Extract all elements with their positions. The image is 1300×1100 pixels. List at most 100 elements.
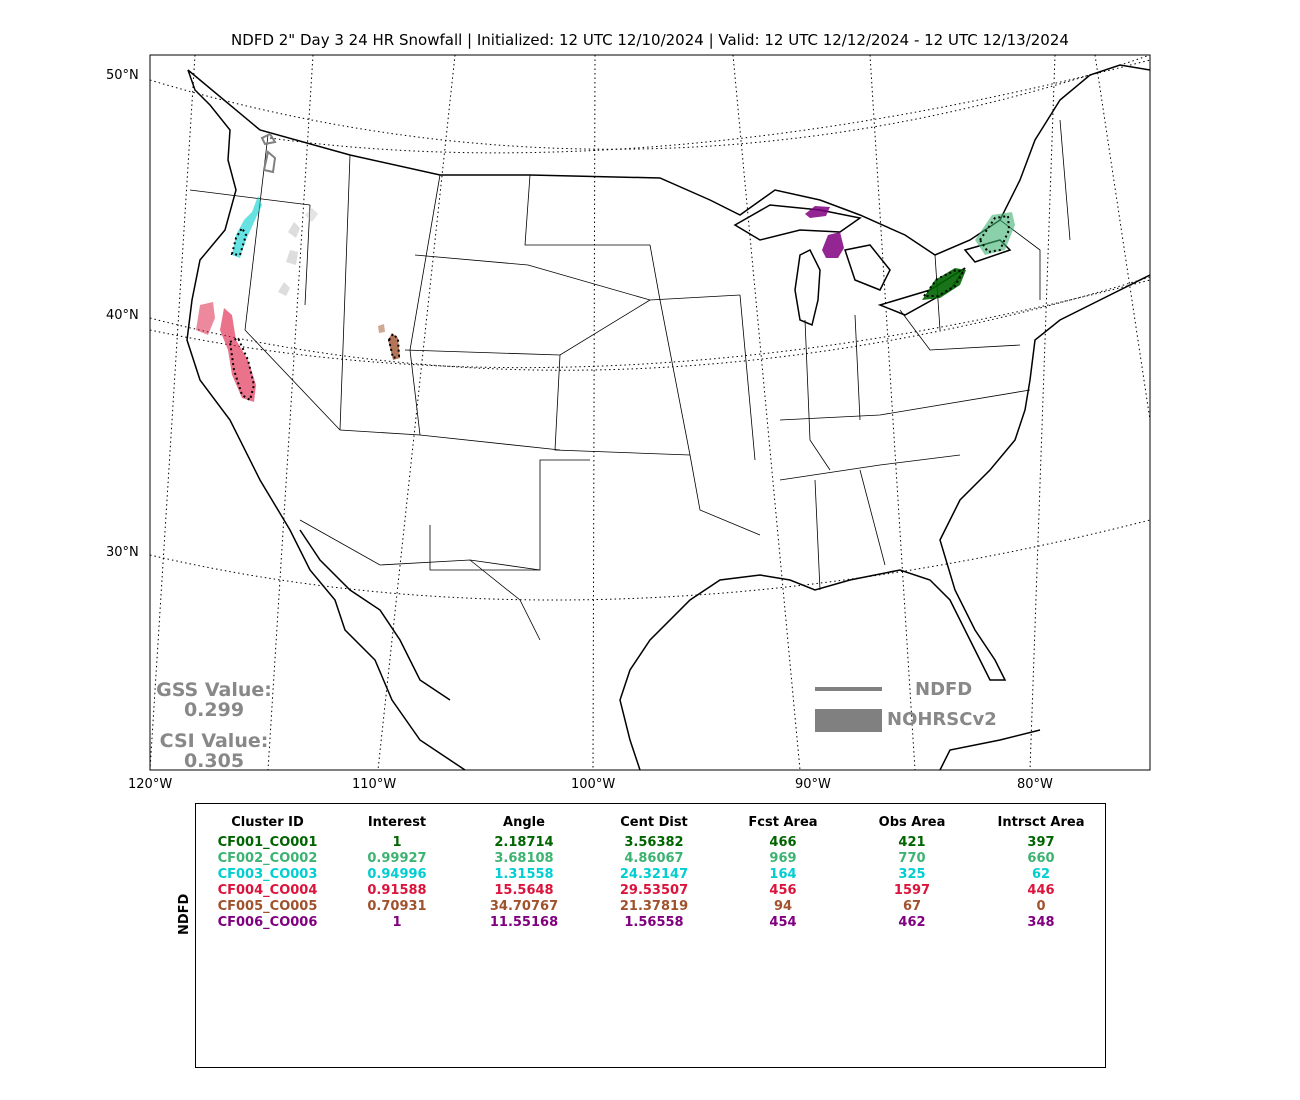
table-cell-cent-dist: 24.32147 [619,867,689,882]
unmatched-object-3 [278,282,290,296]
table-cell-fcst-area: 466 [769,835,797,850]
col-header-obs-area: Obs Area [878,815,946,830]
lat-label-30n: 30°N [106,545,139,560]
col-header-cent-dist: Cent Dist [620,815,688,830]
table-cell-fcst-area: 454 [769,915,797,930]
meridian-110w [377,54,456,771]
coastlines [186,64,1151,771]
fcst-object-cf001 [921,268,965,297]
table-cell-cent-dist: 29.53507 [619,883,689,898]
legend-patch-nohrsc [815,709,882,732]
table-cell-angle: 34.70767 [489,899,559,914]
table-cell-obs-area: 421 [898,835,926,850]
table-cell-cluster-id: CF002_CO002 [217,851,318,866]
table-cell-intrsct-area: 660 [1027,851,1055,866]
table-cell-interest: 0.99927 [367,851,427,866]
obs-object-cf005 [388,333,400,360]
lon-label-90w: 90°W [795,777,831,792]
obs-object-cf004-main [220,308,256,402]
fcst-object-cf002 [978,214,1011,254]
table-cell-intrsct-area: 446 [1027,883,1055,898]
table-cell-cluster-id: CF006_CO006 [217,915,318,930]
col-header-fcst-area: Fcst Area [748,815,818,830]
unmatched-object-2 [288,222,300,238]
table-cell-fcst-area: 164 [769,867,797,882]
table-cell-angle: 11.55168 [489,915,559,930]
table-cell-interest: 0.70931 [367,899,427,914]
snowfall-map [149,54,1151,771]
legend-label-ndfd: NDFD [915,679,973,700]
meridian-85w [869,54,916,771]
csi-label: CSI Value: [159,730,269,752]
table-cell-cluster-id: CF001_CO001 [217,835,318,850]
parallel-50n [149,54,1151,150]
table-cell-obs-area: 462 [898,915,926,930]
meridian-100w [592,54,596,771]
great-lakes-michigan [794,248,821,327]
table-cell-cent-dist: 1.56558 [624,915,684,930]
lat-label-50n: 50°N [106,68,139,83]
unmatched-object-1 [286,250,298,265]
lon-label-100w: 100°W [571,777,616,792]
table-cell-fcst-area: 969 [769,851,797,866]
snow-objects [196,132,1015,402]
meridian-120w [149,54,196,771]
table-cell-obs-area: 325 [898,867,926,882]
table-cell-obs-area: 770 [898,851,926,866]
parallel-45n [269,59,1151,154]
unmatched-object-4 [305,208,318,222]
fcst-object-cf005 [387,332,401,360]
col-header-cluster-id: Cluster ID [231,815,304,830]
col-header-intrsct-area: Intrsct Area [997,815,1085,830]
lon-label-110w: 110°W [352,777,397,792]
meridian-75w [1094,54,1151,421]
attribute-table [195,803,1106,1068]
table-cell-fcst-area: 456 [769,883,797,898]
table-cell-fcst-area: 94 [773,899,793,914]
chart-title: NDFD 2" Day 3 24 HR Snowfall | Initializ… [231,31,1069,49]
east-coast [619,274,1151,771]
obs-object-cf006-south [822,232,844,258]
table-cell-cluster-id: CF005_CO005 [217,899,318,914]
obs-object-cf003 [232,196,262,258]
table-cell-interest: 0.94996 [367,867,427,882]
mexico-coast [299,529,1041,771]
obs-object-cf006-north [805,206,830,218]
lat-label-40n: 40°N [106,308,139,323]
table-cell-intrsct-area: 348 [1027,915,1055,930]
obs-object-cf001 [922,268,966,300]
us-outline [186,64,1151,771]
table-cell-intrsct-area: 397 [1027,835,1055,850]
table-cell-obs-area: 1597 [893,883,931,898]
parallel-40n [149,276,1151,371]
table-cell-angle: 15.5648 [494,883,554,898]
table-cell-cent-dist: 21.37819 [619,899,689,914]
table-cell-angle: 2.18714 [494,835,554,850]
legend-label-nohrsc: NOHRSCv2 [887,709,997,730]
gss-label: GSS Value: [156,679,272,701]
meridian-90w [732,54,801,771]
lon-label-80w: 80°W [1017,777,1053,792]
graticule [149,54,1151,771]
table-cell-interest: 1 [392,835,402,850]
table-cell-angle: 1.31558 [494,867,554,882]
table-cell-cent-dist: 4.86067 [624,851,684,866]
meridian-80w [1029,54,1056,771]
great-lakes-superior [733,204,862,241]
table-cell-intrsct-area: 0 [1036,899,1046,914]
col-header-interest: Interest [367,815,427,830]
table-cell-intrsct-area: 62 [1031,867,1051,882]
parallel-35n [149,279,1151,369]
parallel-30n [149,519,1151,601]
table-cell-cluster-id: CF004_CO004 [217,883,318,898]
gss-value: 0.299 [183,699,245,721]
table-cell-interest: 0.91588 [367,883,427,898]
lon-label-120w: 120°W [128,777,173,792]
great-lakes-huron [844,244,891,291]
fcst-object-cf004 [228,336,256,402]
table-cell-cent-dist: 3.56382 [624,835,684,850]
table-cell-cluster-id: CF003_CO003 [217,867,318,882]
table-ylabel: NDFD [177,893,192,935]
csi-value: 0.305 [183,750,245,772]
table-cell-obs-area: 67 [902,899,922,914]
